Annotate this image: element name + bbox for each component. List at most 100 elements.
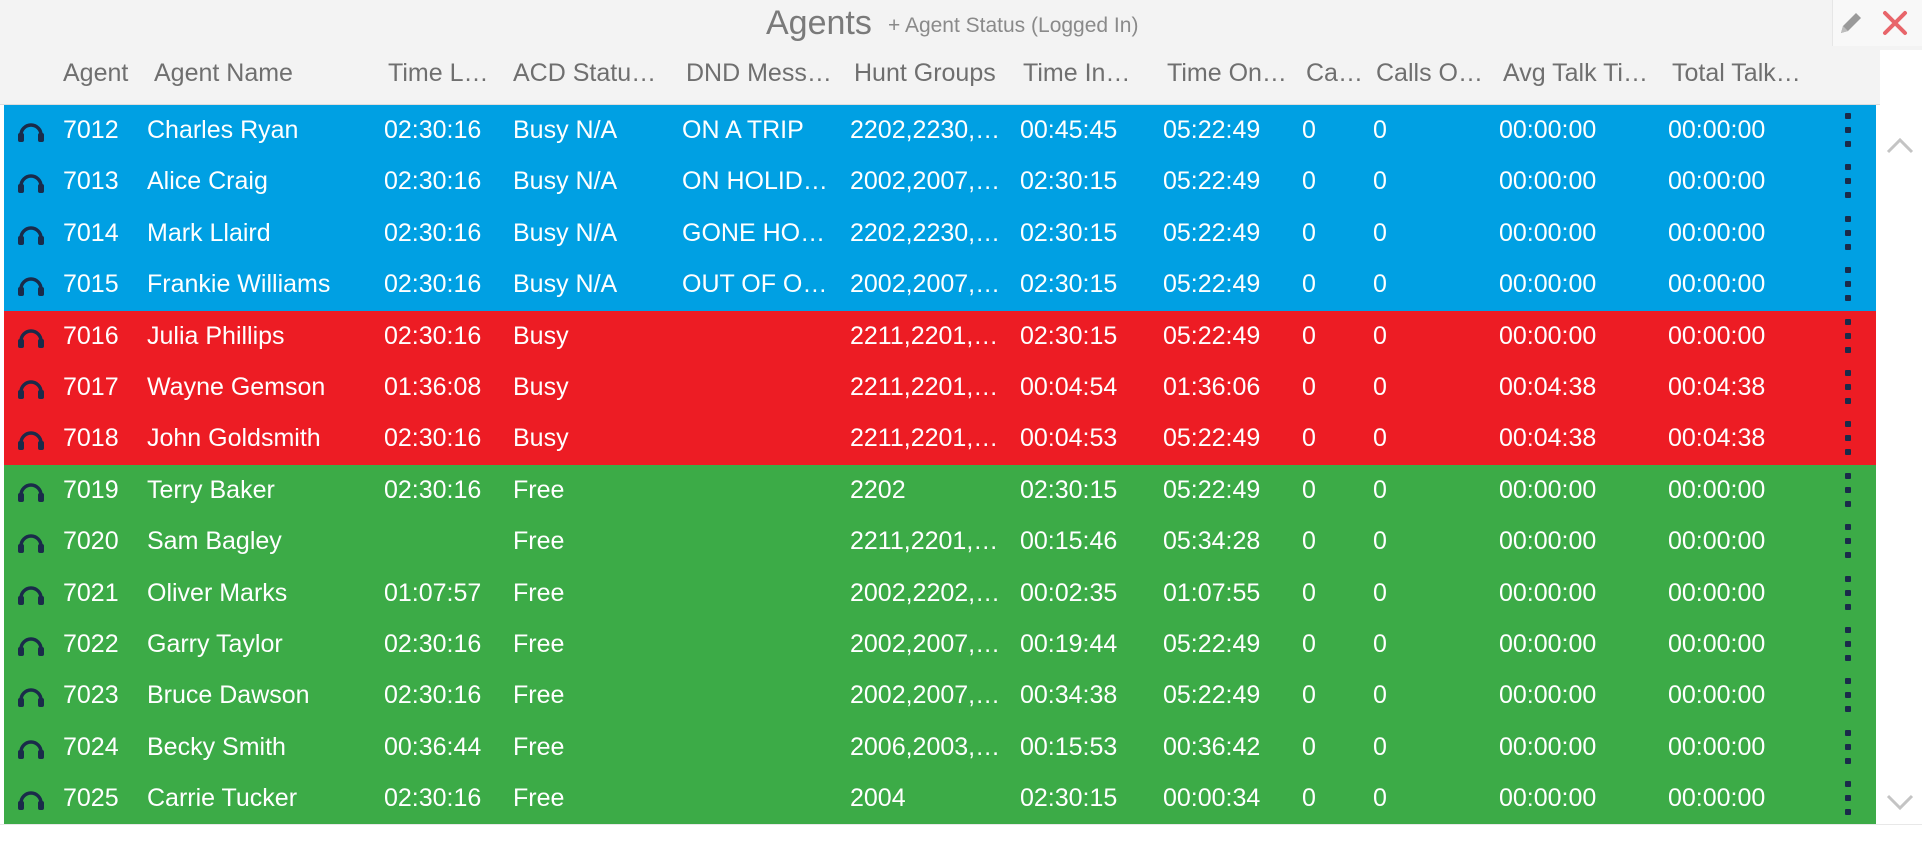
time-on: 05:22:49 — [1163, 116, 1261, 144]
header-time-in-state[interactable]: Time In… — [1023, 59, 1131, 87]
calls: 0 — [1302, 321, 1316, 350]
calls-out: 0 — [1373, 218, 1387, 247]
header-agent-name[interactable]: Agent Name — [154, 59, 293, 87]
row-menu-icon[interactable] — [1838, 781, 1858, 817]
agent-name: Carrie Tucker — [147, 784, 298, 813]
header-avg-talk-time[interactable]: Avg Talk Ti… — [1503, 59, 1648, 87]
table-row[interactable]: 7017 Wayne Gemson 01:36:08 Busy 2211,2201,… 0… — [4, 362, 1876, 414]
table-row[interactable]: 7025 Carrie Tucker 02:30:16 Free 2004 02:30:1… — [4, 773, 1876, 825]
calls: 0 — [1302, 630, 1316, 658]
row-menu-icon[interactable] — [1838, 267, 1858, 303]
avg-talk-time: 00:00:00 — [1499, 321, 1597, 350]
row-menu-icon[interactable] — [1838, 370, 1858, 406]
avg-talk-time: 00:00:00 — [1499, 116, 1597, 144]
acd-status: Free — [513, 578, 565, 607]
dnd-message — [682, 465, 842, 516]
hunt-groups: 2202 — [850, 475, 906, 504]
calls-out: 0 — [1373, 681, 1387, 710]
header-time-on[interactable]: Time On… — [1167, 59, 1287, 87]
table-row[interactable]: 7023 Bruce Dawson 02:30:16 Free 2002,2007,… 0… — [4, 670, 1876, 722]
table-row[interactable]: 7024 Becky Smith 00:36:44 Free 2006,2003,… 00… — [4, 721, 1876, 774]
table-row[interactable]: 7013 Alice Craig 02:30:16 Busy N/A ON HOLID…… — [4, 156, 1876, 208]
agent-name: Mark Llaird — [147, 218, 271, 247]
row-menu-icon[interactable] — [1838, 729, 1858, 766]
calls: 0 — [1302, 784, 1316, 813]
hunt-groups: 2211,2201,… — [850, 321, 999, 350]
calls-out: 0 — [1373, 527, 1387, 556]
scrollbar[interactable] — [1880, 104, 1922, 824]
panel-footer — [0, 824, 1922, 844]
header-agent[interactable]: Agent — [63, 59, 129, 87]
panel-title: Agents — [766, 4, 872, 42]
table-row[interactable]: 7012 Charles Ryan 02:30:16 Busy N/A ON A TRI… — [4, 105, 1876, 157]
acd-status: Free — [513, 527, 565, 556]
agent-name: Frankie Williams — [147, 270, 331, 299]
table-row[interactable]: 7022 Garry Taylor 02:30:16 Free 2002,2007,… 0… — [4, 619, 1876, 671]
time-on: 01:36:06 — [1163, 373, 1261, 401]
row-menu-icon[interactable] — [1838, 678, 1858, 714]
hunt-groups: 2004 — [850, 784, 906, 813]
table-row[interactable]: 7014 Mark Llaird 02:30:16 Busy N/A GONE HO… 2… — [4, 207, 1876, 260]
table-row[interactable]: 7019 Terry Baker 02:30:16 Free 2202 02:30:15 0… — [4, 464, 1876, 517]
pencil-icon[interactable] — [1836, 8, 1866, 38]
table-row[interactable]: 7021 Oliver Marks 01:07:57 Free 2002,2202,… 0… — [4, 567, 1876, 619]
time-on: 05:22:49 — [1163, 167, 1261, 196]
avg-talk-time: 00:00:00 — [1499, 167, 1597, 196]
time-in-state: 02:30:15 — [1020, 218, 1118, 247]
chevron-up-icon[interactable] — [1882, 130, 1918, 160]
panel-subtitle[interactable]: + Agent Status (Logged In) — [888, 14, 1139, 37]
calls-out: 0 — [1373, 732, 1387, 761]
hunt-groups: 2002,2007,… — [850, 681, 1001, 710]
table-row[interactable]: 7018 John Goldsmith 02:30:16 Busy 2211,2201,… — [4, 413, 1876, 465]
chevron-down-icon[interactable] — [1882, 788, 1918, 818]
time-logged: 02:30:16 — [384, 116, 482, 144]
row-menu-icon[interactable] — [1838, 472, 1858, 509]
header-acd-status[interactable]: ACD Statu… — [513, 59, 657, 87]
acd-status: Busy — [513, 373, 569, 401]
row-menu-icon[interactable] — [1838, 215, 1858, 252]
agent-id: 7018 — [63, 424, 119, 453]
header-hunt-groups[interactable]: Hunt Groups — [854, 59, 996, 87]
row-menu-icon[interactable] — [1838, 421, 1858, 457]
avg-talk-time: 00:00:00 — [1499, 527, 1597, 556]
agent-name: Terry Baker — [147, 475, 275, 504]
agent-id: 7017 — [63, 373, 119, 401]
acd-status: Busy N/A — [513, 270, 618, 299]
row-menu-icon[interactable] — [1838, 575, 1858, 612]
row-menu-icon[interactable] — [1838, 318, 1858, 355]
calls: 0 — [1302, 527, 1316, 556]
table-row[interactable]: 7015 Frankie Williams 02:30:16 Busy N/A OUT … — [4, 259, 1876, 311]
header-time-logged[interactable]: Time L… — [388, 59, 489, 87]
dnd-message — [682, 773, 842, 824]
time-in-state: 02:30:15 — [1020, 475, 1118, 504]
column-header-row: Agent Agent Name Time L… ACD Statu… DND Mess… — [0, 50, 1880, 105]
acd-status: Busy — [513, 321, 569, 350]
table-row[interactable]: 7016 Julia Phillips 02:30:16 Busy 2211,2201,… — [4, 310, 1876, 362]
headset-icon — [18, 431, 44, 451]
time-logged: 02:30:16 — [384, 167, 482, 196]
agent-name: Charles Ryan — [147, 116, 299, 144]
calls: 0 — [1302, 167, 1316, 196]
time-in-state: 00:15:53 — [1020, 732, 1118, 761]
time-logged: 00:36:44 — [384, 732, 482, 761]
header-total-talk-time[interactable]: Total Talk… — [1672, 59, 1801, 87]
header-dnd-message[interactable]: DND Mess… — [686, 59, 832, 87]
row-menu-icon[interactable] — [1838, 113, 1858, 149]
header-calls-out[interactable]: Calls O… — [1376, 59, 1483, 87]
total-talk-time: 00:00:00 — [1668, 321, 1766, 350]
header-calls[interactable]: Ca… — [1306, 59, 1363, 87]
time-logged: 02:30:16 — [384, 784, 482, 813]
row-menu-icon[interactable] — [1838, 627, 1858, 663]
row-menu-icon[interactable] — [1838, 524, 1858, 560]
time-on: 05:34:28 — [1163, 527, 1261, 556]
avg-talk-time: 00:04:38 — [1499, 373, 1597, 401]
total-talk-time: 00:04:38 — [1668, 373, 1766, 401]
close-icon[interactable] — [1880, 8, 1910, 38]
row-menu-icon[interactable] — [1838, 164, 1858, 200]
time-logged: 02:30:16 — [384, 424, 482, 453]
headset-icon — [18, 740, 44, 759]
table-row[interactable]: 7020 Sam Bagley Free 2211,2201,… 00:15:46 05:… — [4, 516, 1876, 568]
avg-talk-time: 00:00:00 — [1499, 218, 1597, 247]
agent-name: Wayne Gemson — [147, 373, 326, 401]
